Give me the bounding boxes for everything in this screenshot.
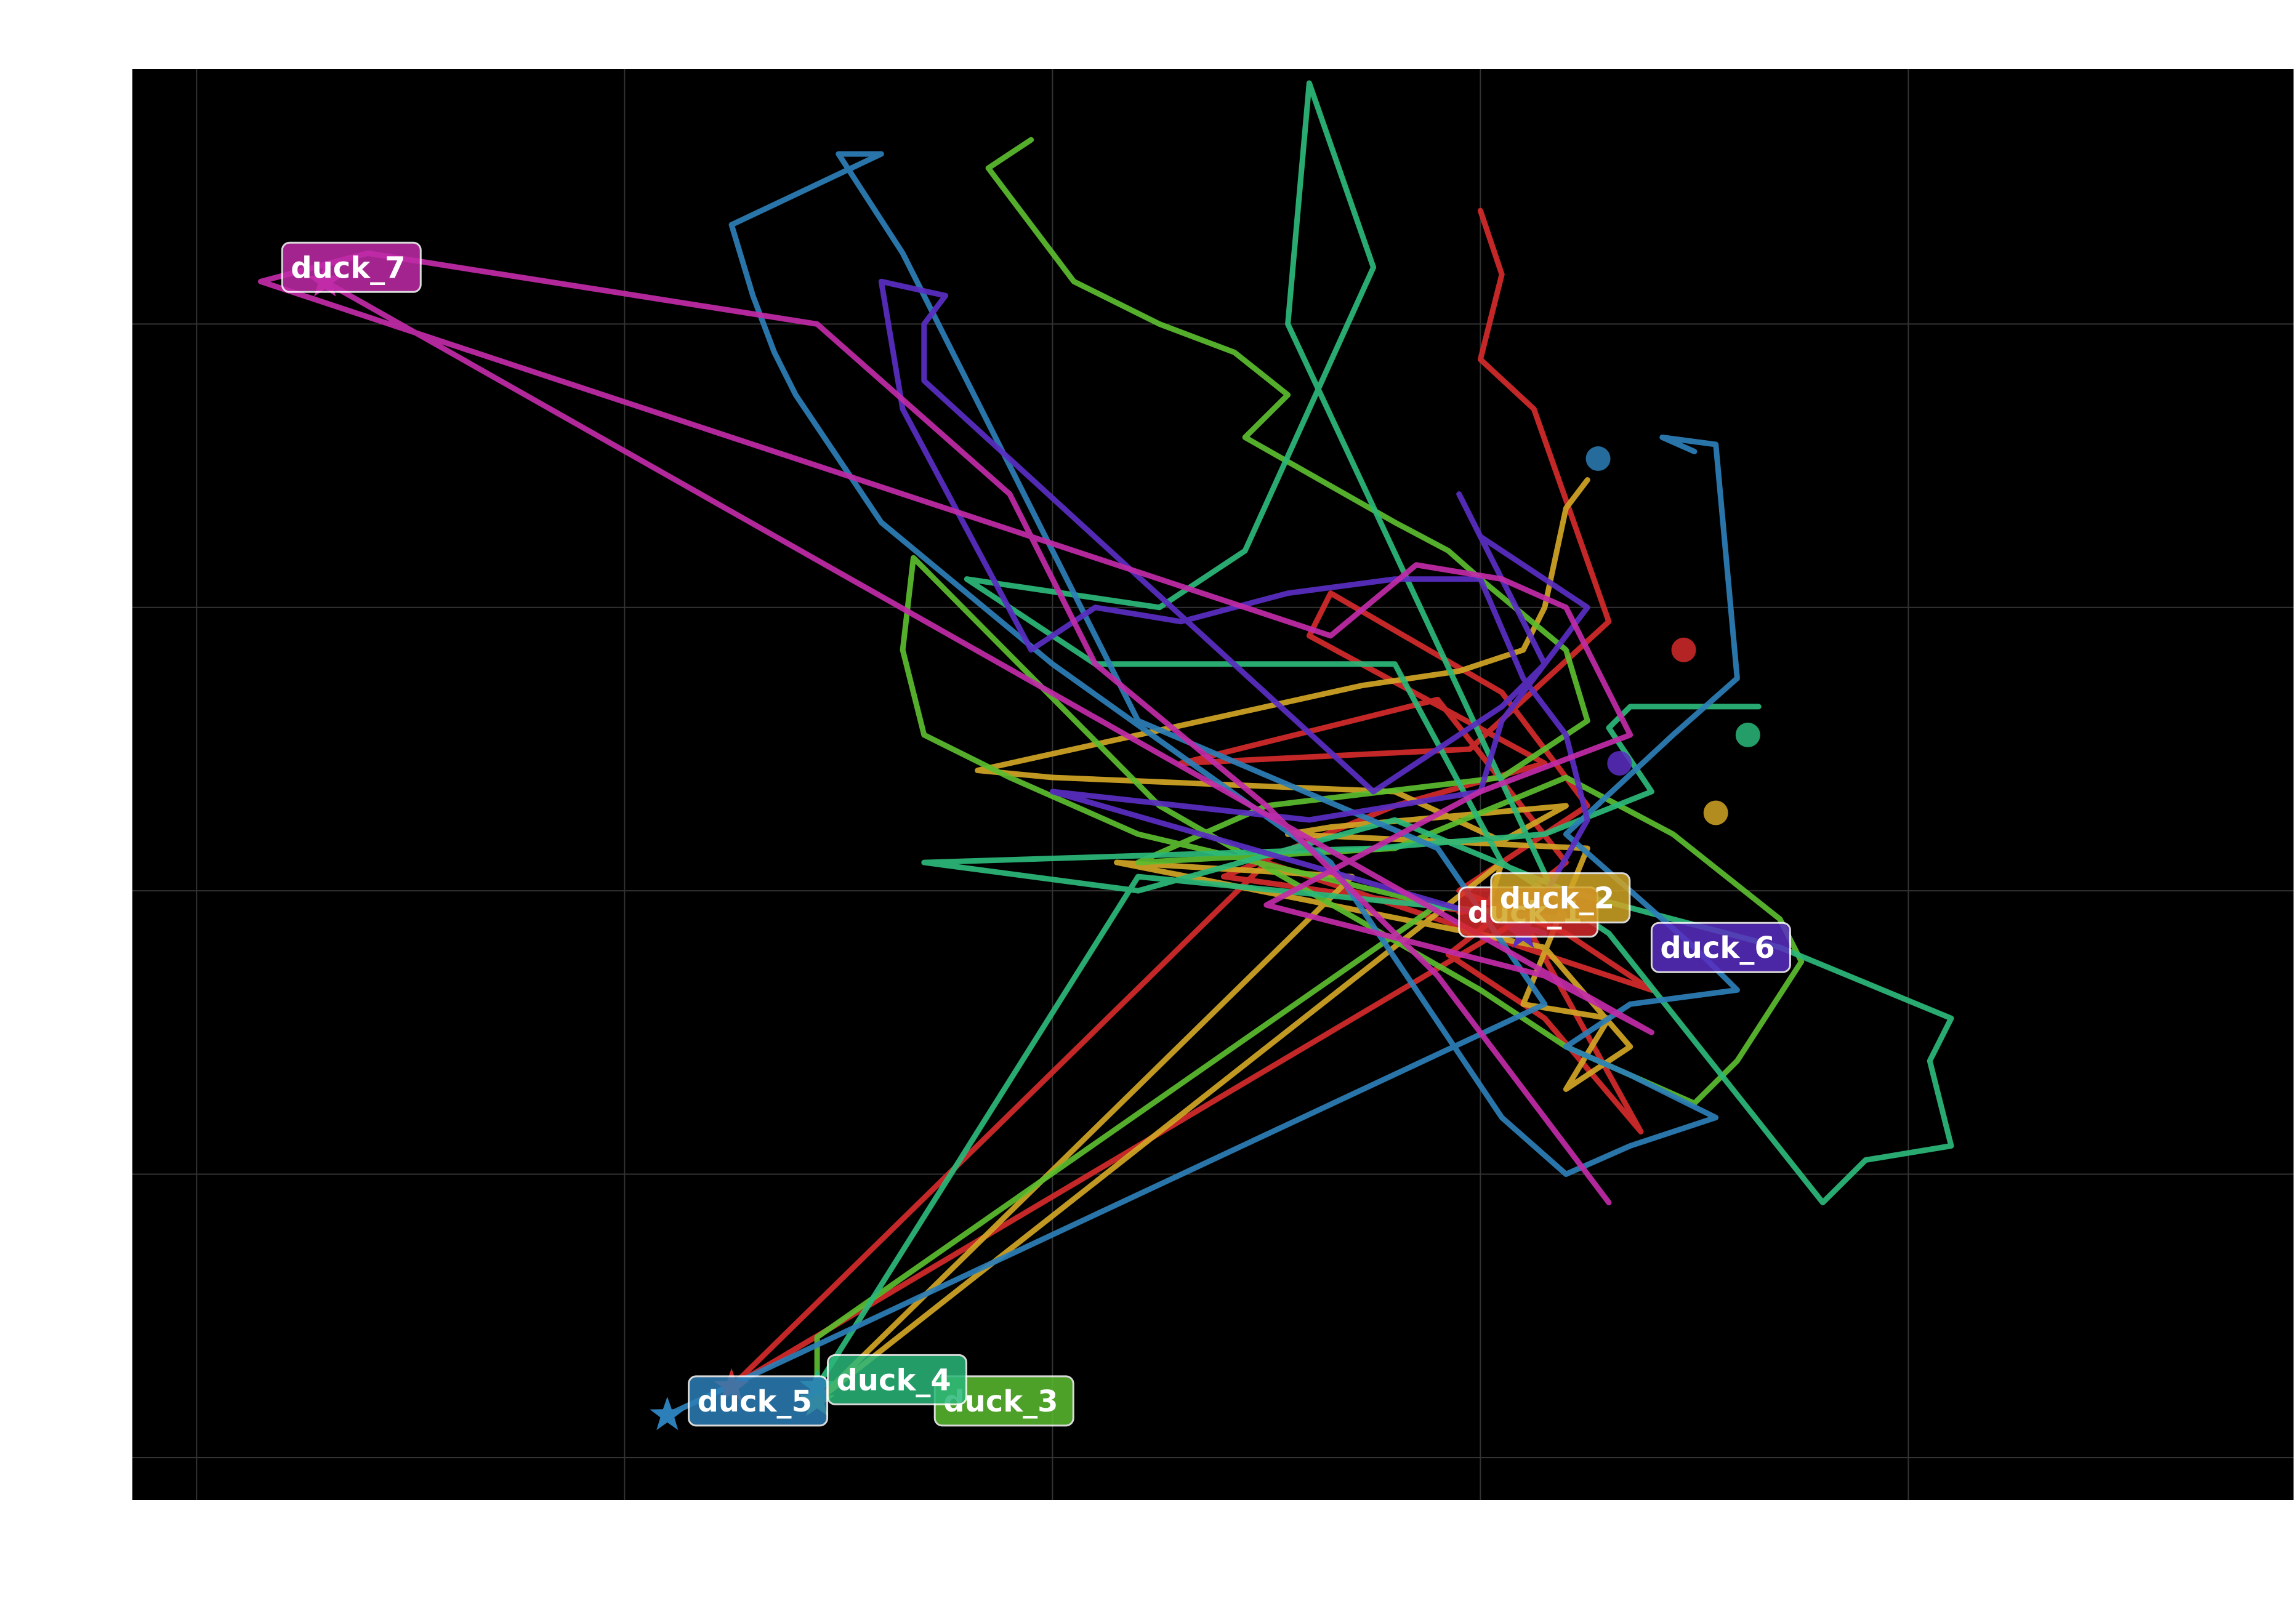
duck-label-text: duck_4 — [836, 1363, 951, 1397]
series-layer — [258, 80, 1954, 1418]
series-line-duck-5 — [664, 151, 1740, 1418]
end-marker-duck-1 — [1671, 637, 1696, 662]
end-marker-duck-2 — [1703, 800, 1728, 825]
duck-label-box — [826, 1354, 967, 1405]
duck-label-text: duck_6 — [1660, 931, 1774, 965]
series-line-duck-7 — [258, 250, 1654, 1206]
duck-label-box — [1650, 921, 1791, 973]
end-marker-duck-4 — [1735, 722, 1760, 747]
series-line-duck-4 — [814, 80, 1954, 1390]
duck-label-duck-5: duck_5 — [688, 1375, 829, 1427]
duck-label-duck-2: duck_2 — [1490, 872, 1631, 924]
series-line-duck-3 — [814, 137, 1805, 1404]
duck-label-text: duck_5 — [698, 1384, 812, 1419]
series-line-duck-6 — [878, 278, 1590, 936]
end-marker-duck-5 — [1585, 446, 1611, 472]
label-layer: duck_1duck_2duck_3duck_4duck_5duck_6duck… — [281, 241, 1791, 1427]
end-marker-duck-6 — [1607, 750, 1632, 776]
duck-label-duck-6: duck_6 — [1650, 921, 1791, 973]
duck-label-duck-7: duck_7 — [281, 241, 422, 293]
duck-label-text: duck_2 — [1500, 881, 1614, 916]
duck-label-box — [688, 1375, 829, 1427]
duck-label-duck-4: duck_4 — [826, 1354, 967, 1405]
duck-label-text: duck_7 — [291, 251, 405, 285]
series-line-duck-2 — [814, 477, 1633, 1404]
grid-layer — [132, 69, 2294, 1500]
duck-label-box — [281, 241, 422, 293]
start-marker-duck-5 — [650, 1396, 685, 1431]
series-line-duck-1 — [728, 207, 1654, 1390]
duck-label-box — [1490, 872, 1631, 924]
